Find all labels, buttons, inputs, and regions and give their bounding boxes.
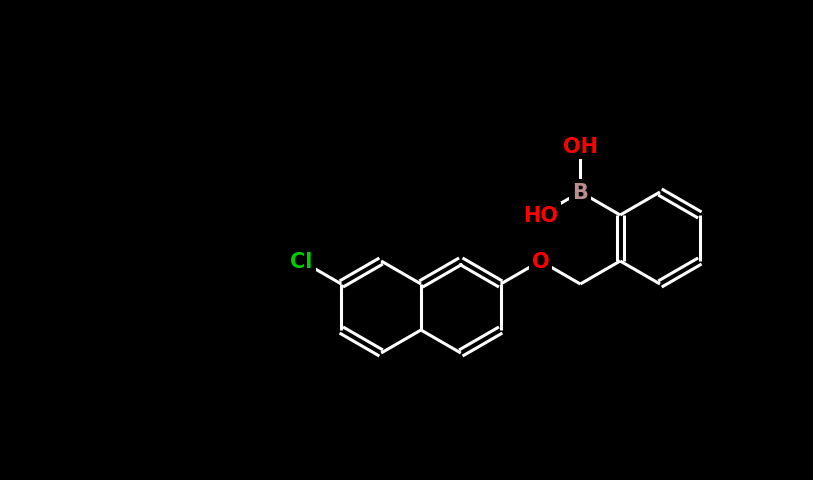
Text: B: B — [572, 182, 589, 203]
Text: Cl: Cl — [290, 252, 313, 271]
Text: HO: HO — [523, 205, 558, 226]
Text: OH: OH — [563, 137, 598, 156]
Text: O: O — [532, 252, 550, 271]
